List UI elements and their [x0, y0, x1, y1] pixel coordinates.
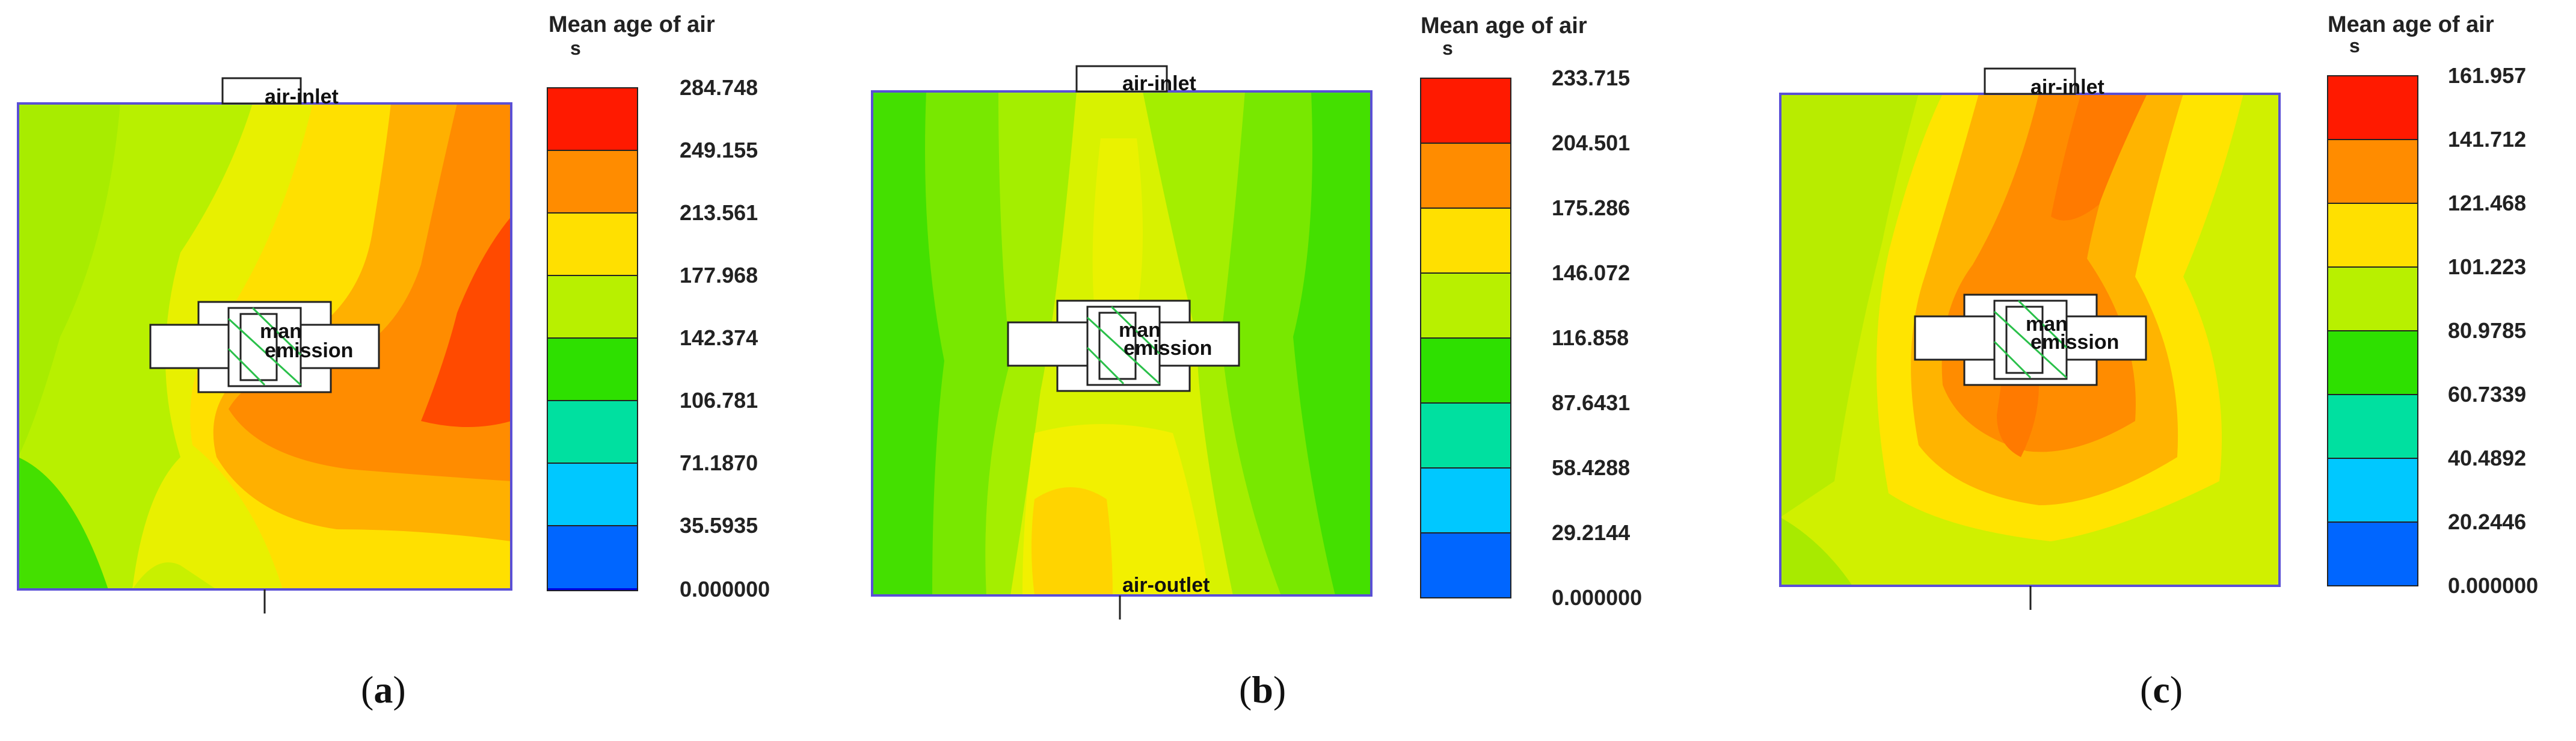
inlet-box-a: [221, 77, 302, 105]
legend-tick-c-3: 101.223: [2448, 254, 2527, 279]
legend-tick-a-6: 71.1870: [680, 450, 758, 475]
legend-unit-c: s: [2349, 35, 2360, 57]
legend-tick-b-5: 87.6431: [1552, 390, 1631, 415]
colorbar-b: [1420, 78, 1511, 598]
legend-tick-b-7: 29.2144: [1552, 520, 1631, 545]
legend-tick-b-2: 175.286: [1552, 195, 1631, 220]
legend-tick-a-0: 284.748: [680, 75, 758, 100]
legend-tick-b-4: 116.858: [1552, 325, 1629, 350]
legend-tick-c-0: 161.957: [2448, 63, 2527, 88]
legend-tick-a-3: 177.968: [680, 263, 758, 287]
person-label-c: man: [2026, 313, 2068, 336]
legend-tick-b-0: 233.715: [1552, 66, 1631, 90]
person-label-b: man: [1119, 319, 1161, 342]
legend-title-a: Mean age of air: [549, 12, 715, 37]
inlet-box-c: [1984, 67, 2076, 95]
occupant-group-a: man emission: [149, 301, 380, 393]
legend-tick-a-4: 142.374: [680, 325, 758, 350]
inlet-label-c: air-inlet: [2030, 76, 2104, 99]
legend-tick-b-3: 146.072: [1552, 260, 1631, 285]
legend-tick-a-7: 35.5935: [680, 513, 758, 538]
contour-plot-c: air-inlet man emission: [1779, 67, 2418, 610]
source-label-a: emission: [265, 339, 353, 362]
legend-tick-b-6: 58.4288: [1552, 455, 1631, 480]
contour-field-c: [1780, 94, 2279, 586]
colorbar-c: [2327, 75, 2418, 586]
legend-unit-b: s: [1442, 37, 1453, 59]
colorbar-a: [547, 87, 638, 591]
occupant-group-b: man emission: [1007, 300, 1240, 392]
legend-tick-b-1: 204.501: [1552, 131, 1631, 155]
legend-title-b: Mean age of air: [1421, 13, 1587, 38]
legend-unit-a: s: [570, 37, 581, 59]
legend-tick-c-8: 0.000000: [2448, 573, 2539, 598]
legend-tick-a-1: 249.155: [680, 138, 758, 162]
legend-tick-c-7: 20.2446: [2448, 509, 2527, 534]
panel-a: air-inlet man emission: [0, 0, 854, 741]
occupant-group-c: man emission: [1914, 294, 2147, 386]
legend-tick-c-1: 141.712: [2448, 127, 2527, 152]
legend-tick-a-8: 0.000000: [680, 577, 770, 601]
caption-a: (a): [361, 668, 406, 711]
source-label-b: emission: [1124, 337, 1212, 360]
legend-title-c: Mean age of air: [2328, 12, 2494, 37]
legend-tick-c-2: 121.468: [2448, 191, 2527, 215]
legend-tick-b-8: 0.000000: [1552, 585, 1643, 610]
legend-tick-a-5: 106.781: [680, 388, 758, 413]
legend-tick-a-2: 213.561: [680, 200, 758, 225]
inlet-label-b: air-inlet: [1122, 72, 1196, 95]
person-label-a: man: [260, 320, 302, 343]
legend-tick-c-6: 40.4892: [2448, 446, 2527, 470]
legend-tick-c-5: 60.7339: [2448, 382, 2527, 407]
source-label-c: emission: [2030, 331, 2119, 354]
outlet-label-b: air-outlet: [1122, 574, 1210, 597]
contour-plot-b: air-inlet air-outlet man emission: [871, 65, 1511, 620]
contour-plot-a: air-inlet man emission: [17, 77, 638, 613]
panel-c: air-inlet man emission: [1762, 0, 2576, 741]
inlet-label-a: air-inlet: [265, 85, 339, 108]
panel-b: air-inlet air-outlet man emission: [860, 0, 1714, 741]
caption-c: (c): [2140, 668, 2183, 711]
inlet-box-b: [1075, 65, 1168, 93]
contour-field-a: [18, 103, 511, 589]
caption-b: (b): [1239, 668, 1286, 711]
legend-tick-c-4: 80.9785: [2448, 318, 2527, 343]
